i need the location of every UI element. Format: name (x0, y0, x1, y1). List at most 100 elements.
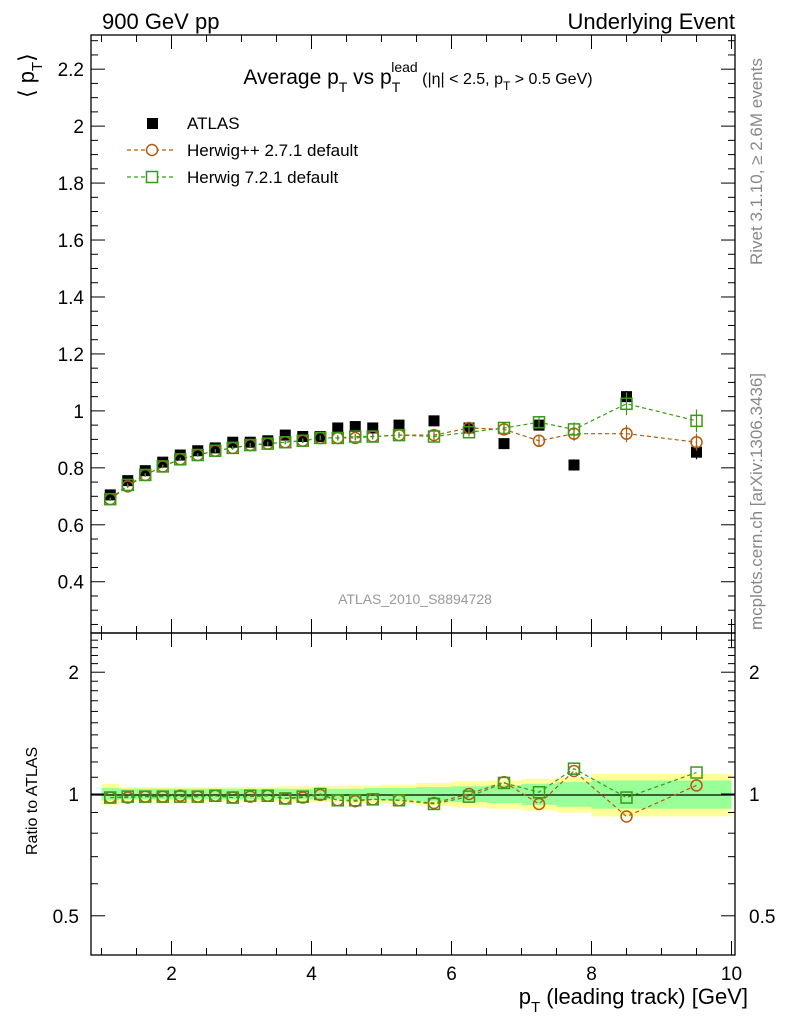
ratio-point-herwig7 (244, 789, 257, 803)
point-herwig7 (366, 430, 379, 443)
header-right: Underlying Event (567, 9, 735, 34)
point-herwig7 (349, 430, 362, 443)
legend-marker-herwigpp (145, 143, 159, 157)
point-herwig7 (244, 438, 257, 452)
ratio-data-layer (104, 762, 703, 823)
ratio-band-inner (171, 788, 189, 800)
ratio-xlabel: pT (leading track) [GeV] (519, 984, 748, 1016)
ratio-band-inner (416, 787, 452, 802)
main-ytick-label: 0.6 (58, 516, 84, 537)
point-atlas (428, 415, 440, 427)
ratio-band-inner (276, 788, 294, 800)
point-atlas (393, 419, 405, 431)
ratio-xtick-label: 4 (306, 964, 317, 985)
ratio-point-herwig7 (532, 786, 546, 799)
point-herwig7 (139, 468, 152, 482)
ratio-xtick-label: 8 (586, 964, 597, 985)
ratio-point-herwig7 (156, 790, 169, 803)
ratio-point-herwig7 (104, 791, 117, 804)
ratio-ylabel: Ratio to ATLAS (24, 747, 41, 855)
ratio-point-herwig7 (261, 789, 274, 803)
ratio-band-inner (486, 785, 522, 804)
ratio-panel: 0.5 0.5 1 1 2 2 2 4 6 8 10 Ratio to ATLAS pT (lead… (24, 632, 775, 1016)
legend-entry-herwigpp: Herwig++ 2.7.1 default (127, 141, 358, 160)
ratio-point-herwig7 (296, 790, 309, 803)
point-atlas (262, 435, 274, 447)
ratio-ytick-label-left: 0.5 (53, 907, 79, 928)
point-herwig7 (296, 434, 309, 448)
main-panel: 0.4 0.6 0.8 1 1.2 1.4 1.6 1.8 2 2.2 Average pT vs… (14, 34, 736, 634)
point-herwig7 (209, 444, 222, 458)
point-herwig7 (156, 460, 169, 473)
ratio-frame (90, 632, 736, 956)
point-herwig7 (279, 435, 292, 449)
point-atlas (209, 442, 221, 454)
ratio-ytick-label-left: 1 (68, 785, 79, 806)
ratio-xtick-label: 2 (166, 964, 177, 985)
ratio-point-herwigpp (620, 810, 633, 823)
ratio-point-herwig7 (349, 794, 362, 807)
point-herwig7 (191, 448, 204, 462)
point-herwig7 (314, 431, 327, 445)
ratio-point-herwig7 (121, 790, 134, 803)
point-atlas (244, 436, 256, 448)
point-atlas (157, 456, 169, 468)
ratio-band-inner (101, 787, 119, 801)
point-herwigpp (690, 435, 703, 449)
point-herwig7 (392, 428, 406, 442)
point-atlas (332, 422, 344, 434)
ratio-point-herwig7 (209, 789, 222, 803)
ratio-point-herwig7 (392, 794, 406, 807)
ratio-xtick-label: 10 (721, 964, 742, 985)
legend-label-herwigpp: Herwig++ 2.7.1 default (187, 141, 358, 160)
point-atlas (104, 489, 116, 501)
ratio-band-inner (119, 788, 137, 800)
point-herwig7 (261, 437, 274, 450)
point-herwig7 (427, 430, 441, 443)
point-atlas (279, 429, 291, 441)
point-herwig7 (532, 416, 546, 429)
ratio-band-inner (224, 788, 242, 800)
point-herwigpp (532, 434, 546, 448)
point-herwig7 (497, 421, 511, 435)
point-atlas (568, 459, 580, 471)
ratio-band-inner (241, 788, 259, 800)
legend-label-herwig7: Herwig 7.2.1 default (187, 168, 338, 187)
point-atlas (192, 445, 204, 457)
ratio-point-herwig7 (427, 797, 441, 811)
point-herwig7 (104, 492, 117, 506)
main-data-layer (104, 390, 703, 506)
ratio-band-inner (259, 788, 277, 800)
point-atlas (367, 422, 379, 434)
ratio-point-herwig7 (139, 790, 152, 803)
ratio-band-inner (136, 788, 154, 800)
ratio-point-herwig7 (226, 791, 239, 804)
point-herwigpp (620, 427, 633, 440)
ratio-band-inner (521, 783, 557, 805)
ratio-band-inner (294, 788, 312, 800)
ratio-xtick-label: 6 (446, 964, 457, 985)
analysis-id: ATLAS_2010_S8894728 (338, 591, 492, 607)
legend-marker-herwig7 (145, 170, 159, 184)
point-herwig7 (174, 453, 187, 466)
ratio-ytick-label-right: 0.5 (749, 907, 775, 928)
main-ylabel: ⟨ pT⟩ (14, 53, 46, 98)
point-herwig7 (567, 423, 581, 436)
legend-entry-atlas: ATLAS (147, 114, 240, 133)
main-ytick-label: 2.2 (58, 60, 84, 81)
point-atlas (297, 431, 309, 443)
ratio-point-herwig7 (314, 787, 327, 801)
main-ytick-label: 1 (73, 402, 84, 423)
main-ytick-label: 0.4 (58, 573, 85, 594)
point-herwig7 (690, 414, 703, 428)
ratio-axis-ticks: 0.5 0.5 1 1 2 2 2 4 6 8 10 (53, 633, 775, 985)
point-herwig7 (226, 441, 239, 455)
ratio-point-herwig7 (191, 790, 204, 803)
ratio-point-herwig7 (174, 790, 187, 803)
main-ytick-label: 1.6 (58, 231, 84, 252)
ratio-band-inner (154, 788, 172, 800)
rivet-label: Rivet 3.1.10, ≥ 2.6M events (747, 58, 766, 265)
point-atlas (349, 421, 361, 433)
point-atlas (174, 449, 186, 461)
